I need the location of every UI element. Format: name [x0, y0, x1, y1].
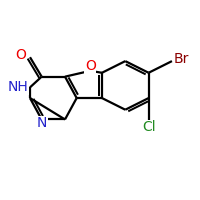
Text: Br: Br	[174, 52, 189, 66]
Text: Cl: Cl	[142, 120, 155, 134]
Text: O: O	[15, 48, 26, 62]
Text: NH: NH	[8, 80, 29, 94]
Text: O: O	[85, 59, 96, 73]
Text: N: N	[36, 116, 47, 130]
